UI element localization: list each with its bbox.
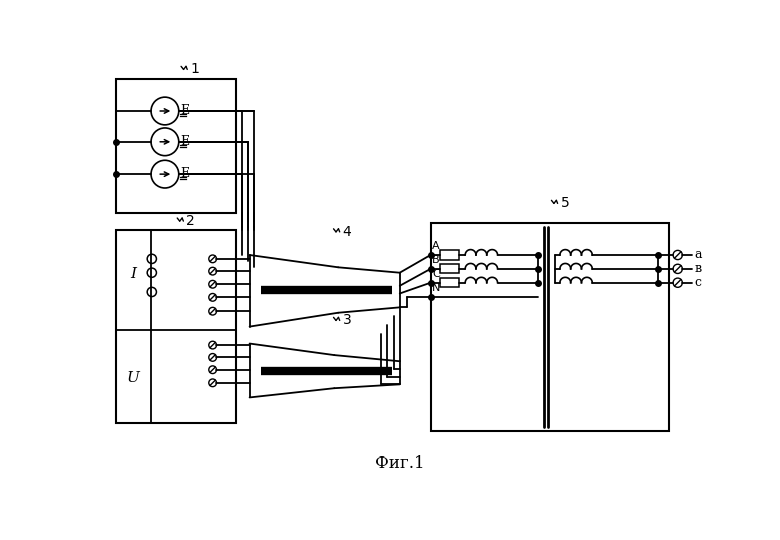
Text: E: E: [180, 134, 190, 147]
Circle shape: [209, 366, 217, 374]
Circle shape: [151, 97, 179, 125]
Circle shape: [209, 255, 217, 262]
Bar: [440, 278, 459, 287]
Text: E: E: [180, 104, 190, 117]
Circle shape: [147, 254, 157, 264]
Bar: [116, 79, 236, 213]
Text: I: I: [130, 267, 136, 281]
Text: E: E: [180, 167, 190, 180]
Bar: [116, 231, 236, 423]
Text: в: в: [695, 262, 702, 275]
Circle shape: [673, 251, 682, 260]
Circle shape: [673, 278, 682, 287]
Circle shape: [209, 307, 217, 315]
Text: N: N: [432, 284, 441, 294]
Circle shape: [209, 280, 217, 288]
Circle shape: [209, 379, 217, 387]
Text: 5: 5: [561, 197, 569, 211]
Text: A: A: [432, 241, 440, 251]
Circle shape: [151, 160, 179, 188]
Circle shape: [673, 264, 682, 273]
Text: C: C: [432, 269, 440, 279]
Text: 3: 3: [342, 313, 352, 327]
Text: c: c: [695, 276, 702, 289]
Bar: [440, 264, 459, 273]
Text: 1: 1: [190, 63, 199, 77]
Bar: [440, 251, 459, 260]
Circle shape: [147, 287, 157, 296]
Circle shape: [209, 294, 217, 301]
Text: U: U: [127, 371, 140, 385]
Circle shape: [151, 128, 179, 156]
Text: B: B: [432, 255, 440, 265]
Circle shape: [147, 268, 157, 278]
Text: 4: 4: [342, 225, 352, 239]
Circle shape: [209, 354, 217, 361]
Circle shape: [209, 341, 217, 349]
Text: Фиг.1: Фиг.1: [375, 455, 424, 472]
Text: 2: 2: [186, 214, 195, 228]
Circle shape: [209, 267, 217, 275]
Bar: [431, 222, 669, 430]
Text: a: a: [695, 248, 702, 261]
